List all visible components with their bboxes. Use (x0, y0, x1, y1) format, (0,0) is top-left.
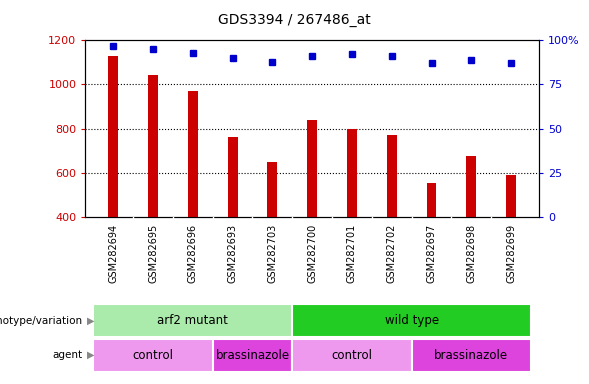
Text: ▶: ▶ (87, 316, 94, 326)
Text: GSM282695: GSM282695 (148, 224, 158, 283)
Bar (94, 339, 213, 372)
Bar (148, 74, 158, 217)
Bar (506, 175, 516, 217)
Text: GSM282701: GSM282701 (347, 224, 357, 283)
Bar (307, 120, 317, 217)
Text: ▶: ▶ (87, 350, 94, 360)
Bar (94, 304, 292, 337)
Bar (188, 91, 198, 217)
Bar (267, 162, 277, 217)
Text: GDS3394 / 267486_at: GDS3394 / 267486_at (218, 13, 371, 27)
Text: genotype/variation: genotype/variation (0, 316, 82, 326)
Text: GSM282694: GSM282694 (108, 224, 118, 283)
Bar (347, 129, 357, 217)
Text: GSM282700: GSM282700 (307, 224, 317, 283)
Bar (213, 339, 292, 372)
Bar (412, 339, 531, 372)
Text: GSM282693: GSM282693 (227, 224, 237, 283)
Text: arf2 mutant: arf2 mutant (157, 314, 229, 327)
Text: GSM282699: GSM282699 (506, 224, 516, 283)
Text: GSM282697: GSM282697 (426, 224, 436, 283)
Bar (292, 304, 531, 337)
Bar (466, 156, 477, 217)
Text: control: control (133, 349, 174, 362)
Text: agent: agent (52, 350, 82, 360)
Text: wild type: wild type (385, 314, 439, 327)
Bar (387, 135, 397, 217)
Bar (227, 137, 237, 217)
Text: GSM282698: GSM282698 (466, 224, 477, 283)
Text: brassinazole: brassinazole (434, 349, 508, 362)
Bar (426, 183, 436, 217)
Bar (108, 56, 118, 217)
Text: GSM282702: GSM282702 (387, 224, 397, 283)
Text: GSM282696: GSM282696 (188, 224, 198, 283)
Text: control: control (332, 349, 372, 362)
Bar (292, 339, 412, 372)
Text: GSM282703: GSM282703 (267, 224, 277, 283)
Text: brassinazole: brassinazole (216, 349, 290, 362)
